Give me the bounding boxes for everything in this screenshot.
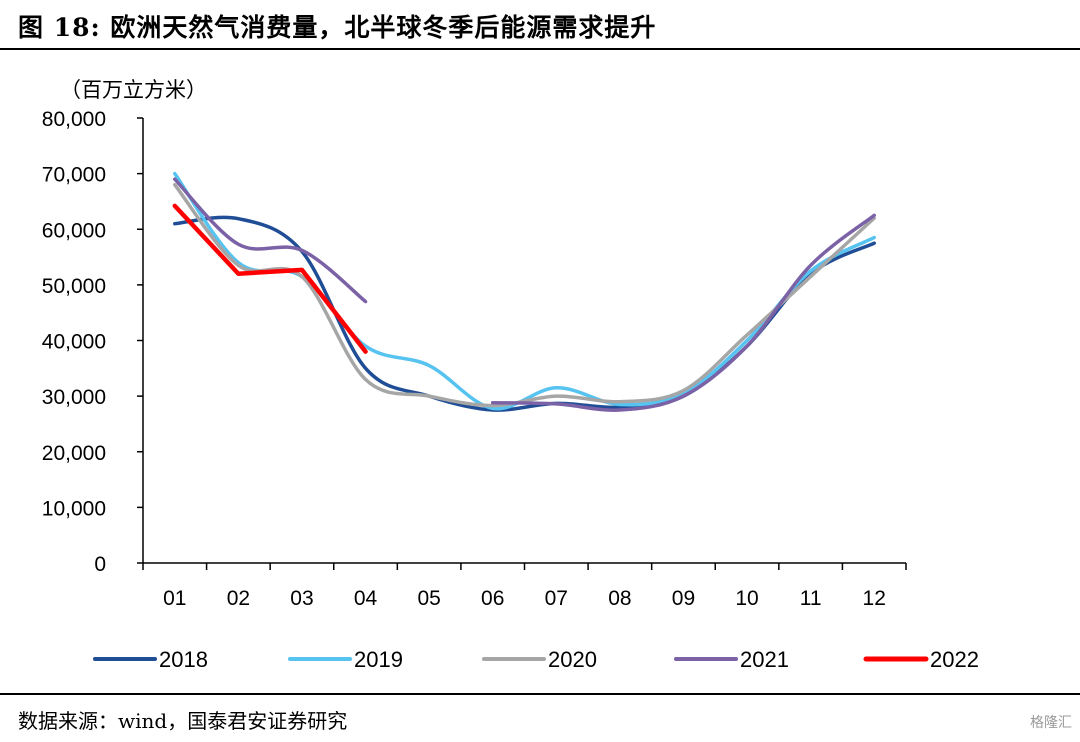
x-tick-label: 08 bbox=[608, 587, 631, 610]
x-tick-label: 11 bbox=[800, 587, 822, 610]
series-lines bbox=[172, 171, 876, 412]
y-tick-label: 20,000 bbox=[42, 442, 106, 465]
x-tick-label: 01 bbox=[163, 587, 186, 610]
legend-label-2018: 2018 bbox=[159, 647, 208, 672]
y-tick-label: 40,000 bbox=[42, 331, 106, 354]
legend-label-2019: 2019 bbox=[354, 647, 403, 672]
y-unit-label: （百万立方米） bbox=[60, 78, 207, 102]
watermark: 格隆汇 bbox=[1030, 715, 1072, 731]
y-tick-label: 10,000 bbox=[42, 497, 106, 520]
figure-title: 图 18: 欧洲天然气消费量，北半球冬季后能源需求提升 bbox=[18, 13, 657, 42]
series-line-2019 bbox=[173, 171, 876, 411]
x-tick-label: 04 bbox=[354, 587, 378, 610]
y-tick-label: 60,000 bbox=[42, 219, 106, 242]
y-tick-label: 70,000 bbox=[42, 164, 106, 187]
legend-label-2021: 2021 bbox=[740, 647, 789, 672]
series-line-2020 bbox=[173, 183, 876, 408]
x-tick-label: 10 bbox=[735, 587, 758, 610]
legend-label-2022: 2022 bbox=[930, 647, 979, 672]
x-axis-ticks: 01 02 03 04 05 06 07 08 09 10 11 12 bbox=[142, 563, 907, 610]
x-tick-label: 07 bbox=[545, 587, 568, 610]
source-note: 数据来源：wind，国泰君安证券研究 bbox=[18, 709, 348, 733]
series-line-2022 bbox=[172, 203, 368, 354]
y-tick-label: 0 bbox=[94, 553, 106, 576]
x-tick-label: 09 bbox=[672, 587, 695, 610]
y-axis-ticks: 80,000 70,000 60,000 50,000 40,000 30,000 20,0… bbox=[42, 108, 143, 576]
series-line-2021 bbox=[490, 213, 876, 412]
y-tick-label: 80,000 bbox=[42, 108, 106, 131]
y-tick-label: 50,000 bbox=[42, 275, 106, 298]
legend-label-2020: 2020 bbox=[548, 647, 597, 672]
title-rule bbox=[0, 48, 1080, 50]
x-tick-label: 05 bbox=[417, 587, 440, 610]
x-tick-label: 06 bbox=[481, 587, 504, 610]
x-tick-label: 03 bbox=[290, 587, 313, 610]
source-rule bbox=[0, 693, 1080, 695]
x-tick-label: 02 bbox=[227, 587, 250, 610]
series-line-2021 bbox=[173, 177, 368, 304]
x-tick-label: 12 bbox=[863, 587, 886, 610]
legend: 2018 2019 2020 2021 2022 bbox=[93, 647, 979, 672]
y-tick-label: 30,000 bbox=[42, 386, 106, 409]
